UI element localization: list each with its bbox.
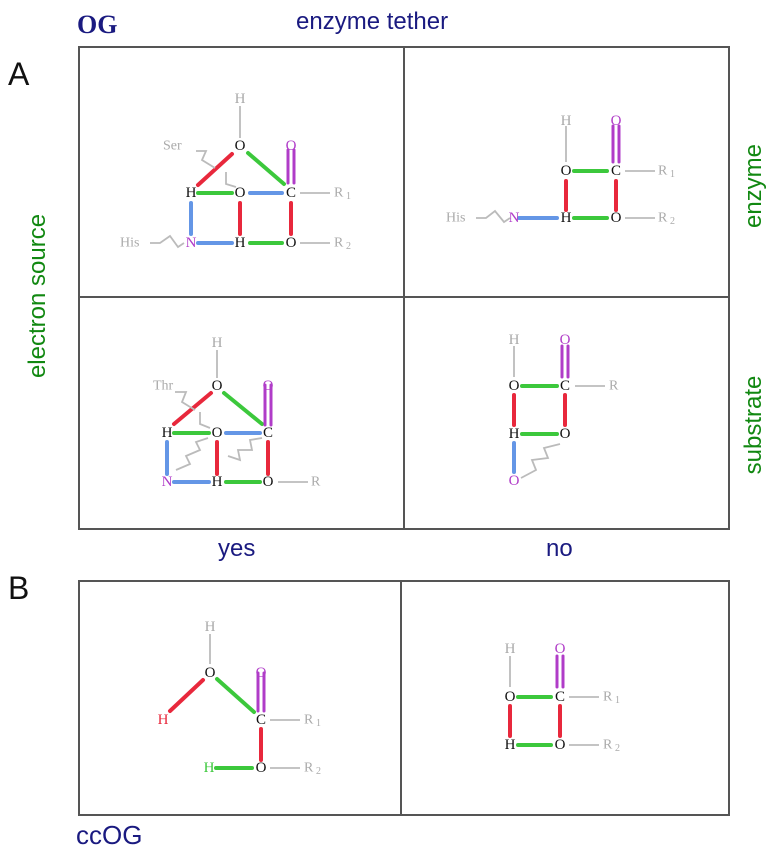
svg-text:C: C <box>611 163 621 179</box>
panel-b-label: B <box>8 570 30 606</box>
svg-text:H: H <box>505 641 516 657</box>
svg-text:Ser: Ser <box>163 139 182 154</box>
svg-text:H: H <box>509 426 520 442</box>
svg-text:H: H <box>158 712 169 728</box>
svg-text:R: R <box>609 379 619 394</box>
svg-text:O: O <box>560 426 571 442</box>
svg-text:O: O <box>560 332 571 348</box>
svg-text:C: C <box>256 712 266 728</box>
svg-text:H: H <box>204 760 215 776</box>
enzyme-tether-label: enzyme tether <box>296 8 449 35</box>
svg-text:O: O <box>205 665 216 681</box>
svg-text:R: R <box>334 236 344 251</box>
svg-text:N: N <box>509 210 520 226</box>
svg-text:O: O <box>256 665 267 681</box>
svg-text:H: H <box>162 425 173 441</box>
svg-text:O: O <box>263 378 274 394</box>
svg-text:O: O <box>509 473 520 489</box>
ccog-label: ccOG <box>76 820 143 850</box>
svg-text:1: 1 <box>346 191 351 202</box>
molecule-enzyme-untethered: H O O C N H O His R 1 R 2 <box>446 113 675 227</box>
svg-text:R: R <box>603 738 613 753</box>
svg-text:N: N <box>186 235 197 251</box>
svg-text:C: C <box>555 689 565 705</box>
svg-text:R: R <box>304 761 314 776</box>
svg-text:C: C <box>560 378 570 394</box>
svg-text:O: O <box>286 138 297 154</box>
panel-a-vertical-divider <box>403 46 405 530</box>
svg-text:H: H <box>509 332 520 348</box>
svg-text:His: His <box>120 236 139 251</box>
molecule-ccog-ring: H O O C H O R 1 R 2 <box>505 641 620 754</box>
svg-text:R: R <box>603 690 613 705</box>
svg-text:H: H <box>235 91 246 107</box>
svg-text:R: R <box>658 164 668 179</box>
svg-text:O: O <box>286 235 297 251</box>
svg-text:C: C <box>263 425 273 441</box>
svg-text:O: O <box>611 113 622 129</box>
svg-text:H: H <box>212 474 223 490</box>
svg-text:O: O <box>505 689 516 705</box>
svg-text:R: R <box>304 713 314 728</box>
svg-text:O: O <box>263 474 274 490</box>
svg-text:Thr: Thr <box>153 379 174 394</box>
panel-b-vertical-divider <box>400 580 402 816</box>
svg-text:N: N <box>162 474 173 490</box>
svg-text:R: R <box>311 475 321 490</box>
svg-text:2: 2 <box>316 766 321 777</box>
svg-text:O: O <box>235 185 246 201</box>
svg-text:H: H <box>235 235 246 251</box>
yes-label: yes <box>218 535 256 562</box>
svg-text:O: O <box>256 760 267 776</box>
molecule-substrate-untethered: H O O C H O O R <box>509 332 619 489</box>
svg-text:H: H <box>561 113 572 129</box>
svg-text:O: O <box>212 425 223 441</box>
svg-text:H: H <box>186 185 197 201</box>
svg-text:C: C <box>286 185 296 201</box>
svg-text:O: O <box>555 641 566 657</box>
molecule-og-enzyme-tethered: H O O H O C N H O Ser His R 1 R 2 <box>120 91 351 252</box>
svg-text:O: O <box>235 138 246 154</box>
svg-text:R: R <box>334 186 344 201</box>
og-label: OG <box>77 10 118 39</box>
svg-text:1: 1 <box>615 695 620 706</box>
svg-text:H: H <box>205 619 216 635</box>
svg-text:O: O <box>509 378 520 394</box>
molecule-ccog-open: H O O H C H O R 1 R 2 <box>158 619 321 777</box>
svg-text:H: H <box>561 210 572 226</box>
svg-text:1: 1 <box>316 718 321 729</box>
svg-text:O: O <box>212 378 223 394</box>
svg-text:2: 2 <box>670 216 675 227</box>
svg-text:2: 2 <box>615 743 620 754</box>
svg-text:R: R <box>658 211 668 226</box>
no-label: no <box>546 535 573 562</box>
svg-text:His: His <box>446 211 465 226</box>
svg-text:2: 2 <box>346 241 351 252</box>
svg-text:O: O <box>561 163 572 179</box>
molecule-substrate-tethered: H O O H O C N H O Thr R <box>153 335 321 490</box>
panel-a-label: A <box>8 56 30 92</box>
svg-text:O: O <box>555 737 566 753</box>
svg-text:1: 1 <box>670 169 675 180</box>
panel-a-horizontal-divider <box>78 296 730 298</box>
svg-text:H: H <box>505 737 516 753</box>
svg-text:O: O <box>611 210 622 226</box>
svg-text:H: H <box>212 335 223 351</box>
